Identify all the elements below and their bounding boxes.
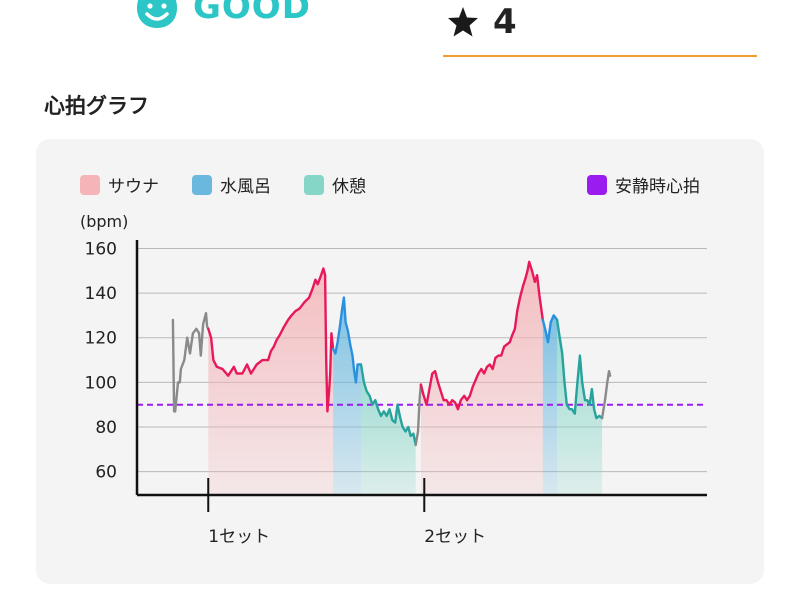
legend-sauna: サウナ	[80, 172, 159, 197]
rest-area-7	[557, 319, 603, 495]
legend-resting-hr-swatch	[587, 174, 607, 195]
status-label: GOOD	[193, 0, 311, 27]
legend-resting-hr-label: 安静時心拍	[615, 177, 700, 197]
rating-value: 4	[493, 2, 517, 42]
other-line-4	[414, 383, 423, 447]
rating: 4	[443, 0, 757, 57]
sauna-line-1	[207, 267, 335, 413]
cold-line-2	[331, 296, 363, 384]
other-line-8	[600, 370, 612, 420]
legend-cold-bath: 水風呂	[192, 172, 271, 197]
y-tick-label-140: 140	[85, 284, 117, 304]
y-tick-label-60: 60	[95, 463, 117, 483]
x-tick-label-2: 2セット	[424, 527, 486, 547]
sauna-line-5	[419, 260, 544, 411]
legend-sauna-swatch	[80, 174, 100, 195]
smiley-face-icon	[137, 0, 177, 28]
sauna-area-1	[208, 268, 334, 495]
heart-rate-chart-card	[36, 139, 764, 584]
y-tick-label-100: 100	[85, 373, 117, 393]
legend-rest-swatch	[304, 174, 324, 195]
legend-cold-bath-swatch	[192, 174, 212, 195]
star-icon	[448, 7, 478, 37]
sauna-area-5	[420, 261, 543, 495]
cold-line-6	[541, 314, 559, 344]
y-tick-label-120: 120	[85, 329, 117, 349]
legend-sauna-label: サウナ	[108, 177, 159, 197]
section-title: 心拍グラフ	[44, 94, 149, 118]
rest-line-3	[359, 363, 417, 447]
cold-area-2	[333, 297, 361, 495]
x-tick-label-1: 1セット	[208, 527, 270, 547]
y-axis-unit: (bpm)	[80, 212, 129, 231]
rest-area-3	[361, 364, 416, 495]
legend-cold-bath-label: 水風呂	[220, 177, 271, 197]
legend-rest-label: 休憩	[332, 177, 366, 197]
legend-rest: 休憩	[304, 172, 366, 197]
other-line-0	[171, 312, 210, 413]
legend-resting-hr: 安静時心拍	[587, 172, 700, 197]
rest-line-7	[555, 318, 604, 420]
y-tick-label-160: 160	[85, 239, 117, 259]
y-tick-label-80: 80	[95, 418, 117, 438]
condition-status: GOOD	[135, 0, 311, 30]
